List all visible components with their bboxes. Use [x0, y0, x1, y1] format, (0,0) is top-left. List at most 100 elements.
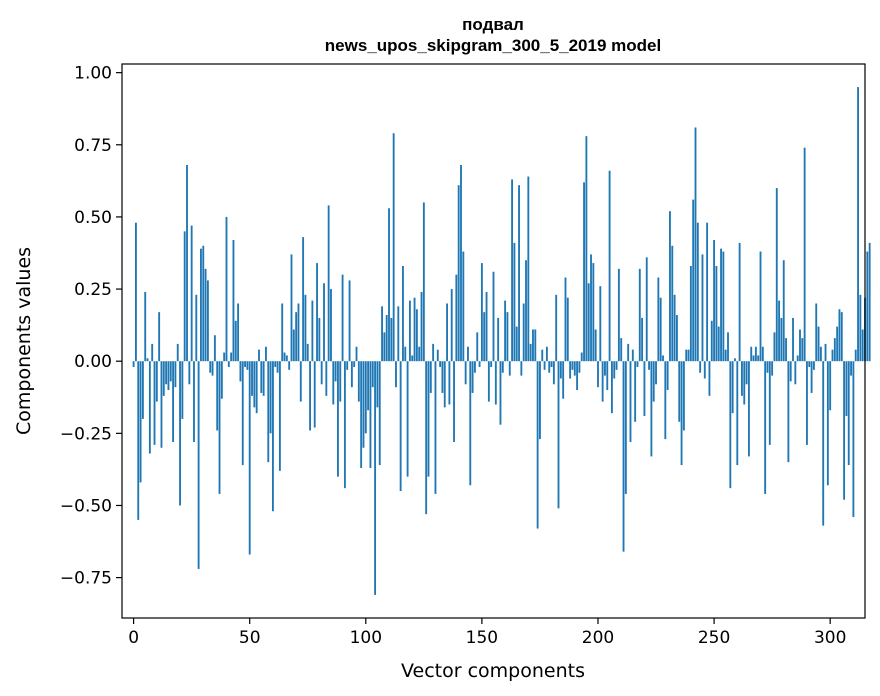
bar-305	[840, 312, 843, 362]
bar-17	[172, 361, 175, 442]
bar-292	[810, 361, 813, 393]
bar-111	[390, 317, 393, 362]
bar-146	[471, 361, 474, 393]
bar-231	[669, 211, 671, 362]
bar-32	[206, 280, 209, 362]
bar-21	[181, 361, 184, 419]
bar-182	[555, 294, 558, 362]
bar-312	[857, 87, 859, 362]
bar-54	[258, 349, 260, 362]
bar-256	[727, 332, 729, 362]
bar-60	[271, 361, 274, 512]
bar-287	[799, 329, 801, 362]
bar-261	[738, 242, 741, 362]
bar-229	[664, 361, 667, 440]
x-tick-label: 100	[350, 628, 382, 648]
bar-126	[425, 361, 428, 515]
bar-81	[320, 361, 323, 385]
bar-254	[722, 251, 725, 362]
bar-259	[734, 358, 736, 362]
bar-244	[699, 361, 702, 373]
bar-317	[868, 242, 871, 362]
bar-262	[741, 361, 743, 396]
bar-106	[378, 361, 381, 466]
bar-29	[200, 248, 202, 362]
bar-183	[557, 361, 560, 509]
bar-73	[302, 237, 305, 362]
bar-307	[845, 361, 848, 417]
bar-165	[515, 326, 518, 362]
y-tick-label: −0.25	[60, 424, 112, 444]
bar-272	[764, 361, 767, 494]
bar-242	[694, 127, 697, 362]
bar-238	[685, 349, 688, 362]
bar-42	[230, 352, 233, 362]
bar-128	[429, 361, 432, 393]
bar-142	[462, 251, 465, 362]
bar-190	[573, 361, 576, 376]
bar-274	[768, 361, 771, 445]
bar-91	[343, 361, 346, 489]
bar-133	[441, 361, 444, 393]
y-tick-label: 0.25	[74, 280, 112, 300]
bar-33	[209, 361, 212, 373]
bar-158	[499, 361, 502, 425]
bar-127	[427, 361, 430, 477]
bar-255	[724, 349, 727, 362]
bar-193	[580, 352, 583, 362]
bar-51	[251, 361, 253, 396]
bar-169	[525, 260, 527, 362]
bar-50	[248, 361, 251, 555]
bar-288	[801, 338, 804, 362]
bar-18	[174, 361, 177, 388]
bar-36	[216, 361, 219, 431]
bar-116	[402, 265, 404, 362]
bar-194	[583, 182, 585, 362]
bar-120	[411, 355, 414, 362]
bar-269	[757, 355, 760, 362]
bar-49	[246, 361, 249, 370]
bar-201	[599, 286, 602, 362]
bar-185	[562, 361, 565, 399]
bar-271	[761, 346, 764, 362]
bar-276	[773, 332, 776, 362]
bar-10	[155, 361, 158, 402]
bar-23	[186, 164, 188, 362]
bar-115	[399, 361, 402, 492]
bar-212	[624, 361, 627, 494]
bar-62	[276, 361, 279, 373]
bar-9	[153, 361, 156, 445]
y-axis-label: Components values	[13, 247, 35, 435]
bar-4	[141, 361, 144, 419]
bar-168	[522, 303, 525, 362]
y-tick-label: 1.00	[74, 64, 112, 84]
bar-144	[467, 346, 469, 362]
bar-174	[536, 361, 539, 529]
x-tick-label: 150	[466, 628, 498, 648]
bar-226	[657, 277, 660, 362]
bar-199	[594, 329, 597, 362]
bar-187	[566, 297, 569, 362]
bar-232	[671, 245, 674, 362]
bar-15	[167, 361, 170, 391]
bar-96	[355, 346, 358, 362]
bar-301	[831, 349, 834, 362]
bar-131	[436, 349, 439, 362]
bar-43	[232, 240, 235, 362]
bar-283	[789, 361, 792, 382]
bar-31	[204, 268, 207, 362]
bar-164	[513, 242, 516, 362]
bar-78	[313, 361, 316, 428]
bar-13	[162, 361, 165, 396]
bar-61	[274, 361, 277, 367]
bar-58	[267, 361, 270, 463]
bar-267	[752, 355, 755, 362]
bar-28	[197, 361, 200, 569]
bar-234	[676, 315, 678, 362]
bar-109	[385, 315, 388, 362]
bar-22	[183, 231, 186, 362]
bar-266	[750, 346, 753, 362]
bar-162	[508, 361, 511, 376]
bar-208	[615, 361, 618, 370]
bar-121	[413, 297, 416, 362]
